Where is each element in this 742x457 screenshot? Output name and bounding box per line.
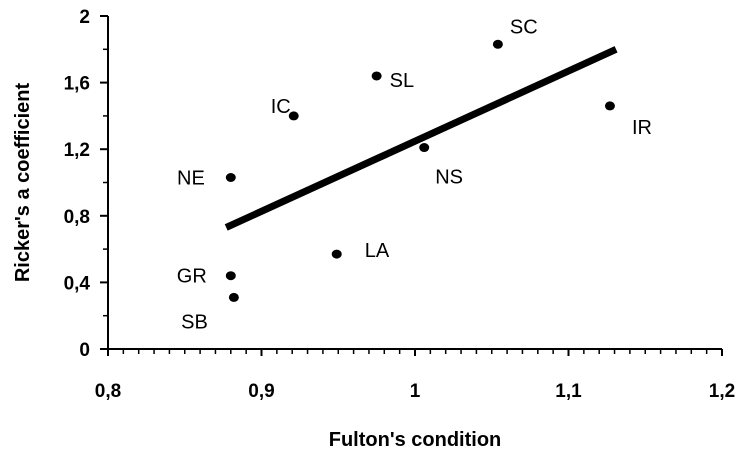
data-point-ic <box>288 111 299 121</box>
data-point-ne <box>225 173 236 183</box>
y-tick-label: 1,6 <box>64 74 90 95</box>
x-tick-label: 1 <box>410 381 421 402</box>
data-point-sc <box>492 39 503 49</box>
x-tick-label: 0,8 <box>95 381 121 402</box>
data-point-sl <box>371 71 382 81</box>
point-label-sl: SL <box>390 70 414 92</box>
point-label-la: LA <box>365 240 390 262</box>
y-tick-label: 0,8 <box>64 207 90 228</box>
y-axis-title: Ricker's a coefficient <box>12 83 34 283</box>
point-label-ne: NE <box>177 168 205 190</box>
point-label-ic: IC <box>271 96 291 118</box>
point-label-ns: NS <box>435 167 463 189</box>
x-axis-title: Fulton's condition <box>329 429 502 451</box>
trendline <box>224 46 618 231</box>
x-tick-label: 0,9 <box>248 381 274 402</box>
y-tick-label: 0 <box>79 340 90 361</box>
point-label-sb: SB <box>181 311 208 333</box>
x-tick-label: 1,2 <box>709 381 735 402</box>
trendline-group <box>224 46 618 231</box>
x-tick-label: 1,1 <box>555 381 582 402</box>
data-points: SC SL IC IR NS NE LA GR SB <box>177 16 652 333</box>
y-tick-label: 0,4 <box>64 273 91 294</box>
data-point-la <box>331 249 342 259</box>
y-axis-ticks: 0 0,4 0,8 1,2 1,6 2 <box>64 7 108 361</box>
data-point-ir <box>604 101 615 111</box>
y-tick-label: 2 <box>79 7 90 28</box>
x-axis-ticks: 0,8 0,9 1 1,1 1,2 <box>95 349 735 402</box>
y-tick-label: 1,2 <box>64 140 90 161</box>
data-point-gr <box>225 271 236 281</box>
point-label-gr: GR <box>177 266 207 288</box>
data-point-ns <box>419 143 430 153</box>
point-label-sc: SC <box>510 16 538 38</box>
data-point-sb <box>228 292 239 302</box>
point-label-ir: IR <box>632 117 652 139</box>
